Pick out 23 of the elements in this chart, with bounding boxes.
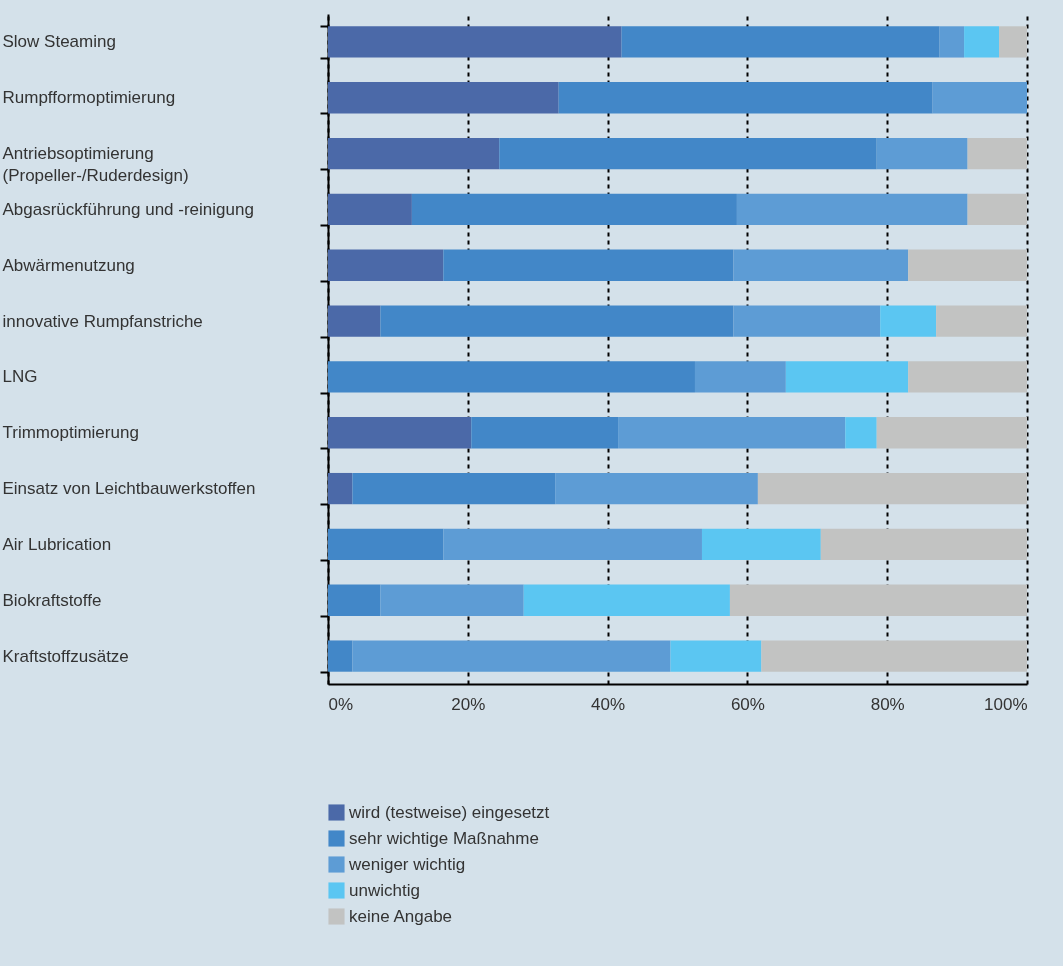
x-tick-label: 60% <box>730 694 765 714</box>
legend-label: unwichtig <box>349 880 420 900</box>
y-tick-label: Trimmoptimierung <box>2 423 139 443</box>
legend-label: weniger wichtig <box>348 854 466 874</box>
x-tick-label: 40% <box>591 694 626 714</box>
y-tick-label: Biokraftstoffe <box>2 590 102 610</box>
y-tick-label: Air Lubrication <box>2 534 112 554</box>
y-tick-label: Rumpfformoptimierung <box>2 88 176 108</box>
y-tick-label: Kraftstoffzusätze <box>2 646 129 666</box>
y-tick-label: innovative Rumpfanstriche <box>2 311 203 331</box>
x-tick-label: 100% <box>984 694 1028 714</box>
y-tick-label: Abgasrückführung und -reinigung <box>2 199 254 219</box>
y-tick-label: Einsatz von Leichtbauwerkstoffen <box>2 479 256 499</box>
x-tick-label: 0% <box>328 694 354 714</box>
y-tick-label: Abwärmenutzung <box>2 255 135 275</box>
legend-label: wird (testweise) eingesetzt <box>348 802 550 822</box>
y-tick-label: Slow Steaming <box>2 32 116 52</box>
x-tick-label: 80% <box>870 694 905 714</box>
y-tick-label: Antriebsoptimierung (Propeller-/Ruderdesign) <box>2 144 189 186</box>
y-tick-label: LNG <box>2 367 38 387</box>
legend-label: keine Angabe <box>349 906 453 926</box>
legend-label: sehr wichtige Maßnahme <box>349 828 539 848</box>
x-tick-label: 20% <box>451 694 486 714</box>
